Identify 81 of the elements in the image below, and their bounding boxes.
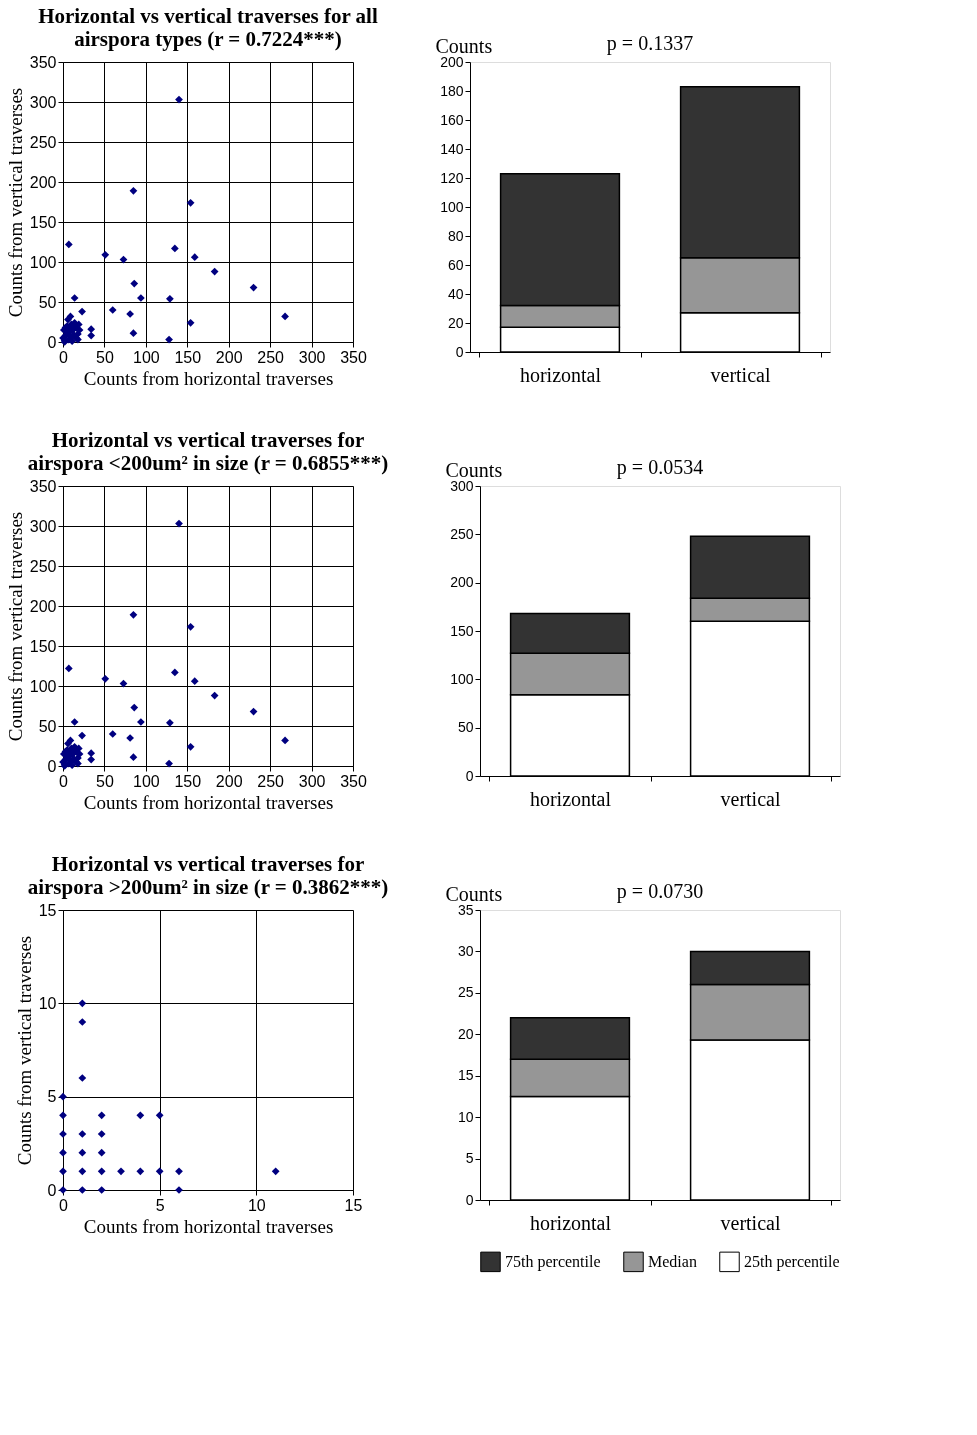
x-tick-label: vertical: [710, 363, 771, 386]
y-tick-label: 250: [29, 133, 57, 151]
y-axis-title: Counts from vertical traverses: [4, 511, 26, 742]
x-tick-label: 200: [215, 348, 243, 366]
y-tick-label: 15: [457, 1067, 474, 1084]
x-tick-label: 200: [215, 772, 243, 790]
y-tick-label: 120: [440, 169, 464, 186]
x-tick-label: 250: [257, 772, 285, 790]
y-tick-label: 160: [440, 111, 464, 128]
y-tick-label: 350: [29, 53, 57, 71]
legend-label: 25th percentile: [744, 1252, 840, 1271]
x-tick-label: 0: [59, 772, 69, 790]
y-tick-label: 180: [440, 82, 464, 99]
x-tick-label: horizontal: [519, 363, 602, 386]
y-tick-label: 0: [47, 333, 57, 351]
y-tick-label: 40: [447, 285, 464, 302]
x-tick-label: 150: [174, 348, 202, 366]
y-tick-label: 50: [38, 717, 57, 735]
y-tick-label: 100: [450, 670, 474, 687]
y-tick-label: 60: [447, 256, 464, 273]
x-axis-title: Counts from horizontal traverses: [83, 791, 334, 813]
y-tick-label: 350: [29, 477, 57, 495]
y-tick-label: 0: [47, 757, 57, 775]
y-tick-label: 200: [29, 597, 57, 615]
y-tick-label: 0: [47, 1181, 57, 1199]
y-tick-label: 100: [29, 677, 57, 695]
x-tick-label: 350: [340, 772, 367, 790]
y-tick-label: 10: [457, 1108, 474, 1125]
x-tick-label: 300: [298, 772, 326, 790]
x-tick-label: horizontal: [529, 1211, 612, 1234]
x-tick-label: 5: [155, 1196, 165, 1214]
x-tick-label: 50: [96, 348, 114, 366]
y-tick-label: 15: [38, 901, 57, 919]
y-tick-label: 140: [440, 140, 464, 157]
y-axis-title: Counts from vertical traverses: [4, 87, 26, 318]
x-tick-label: 350: [340, 348, 367, 366]
chart-title: Horizontal vs vertical traverses for airspora >200um² in size (r = 0.3862***): [27, 852, 389, 899]
y-tick-label: 300: [29, 93, 57, 111]
y-tick-label: 5: [465, 1150, 474, 1167]
x-tick-label: vertical: [720, 1211, 781, 1234]
x-tick-label: 0: [59, 348, 69, 366]
y-tick-label: 20: [447, 314, 464, 331]
legend-label: 75th percentile: [505, 1252, 601, 1271]
y-tick-label: 10: [38, 994, 57, 1012]
y-tick-label: 250: [29, 557, 57, 575]
y-tick-label: 100: [440, 198, 464, 215]
chart-title: Horizontal vs vertical traverses for airspora <200um² in size (r = 0.6855***): [27, 428, 389, 475]
y-tick-label: 150: [29, 213, 57, 231]
y-tick-label: 20: [457, 1025, 474, 1042]
x-tick-label: 250: [257, 348, 285, 366]
y-tick-label: 50: [38, 293, 57, 311]
y-tick-label: 80: [447, 227, 464, 244]
y-tick-label: 150: [29, 637, 57, 655]
x-tick-label: 50: [96, 772, 114, 790]
legend-label: Median: [648, 1252, 697, 1270]
y-tick-label: 200: [450, 574, 474, 591]
x-axis-title: Counts from horizontal traverses: [83, 1215, 334, 1237]
x-tick-label: 0: [59, 1196, 69, 1214]
text: p = 0.0534: [616, 456, 704, 479]
text: p = 0.0730: [616, 880, 704, 903]
y-tick-label: 150: [450, 622, 474, 639]
x-tick-label: 100: [133, 772, 160, 790]
y-tick-label: 25: [457, 984, 474, 1001]
x-tick-label: 150: [174, 772, 202, 790]
y-tick-label: 30: [457, 942, 474, 959]
y-tick-label: 250: [450, 525, 474, 542]
text: p = 0.1337: [606, 32, 694, 55]
x-tick-label: 300: [298, 348, 326, 366]
y-tick-label: 300: [29, 517, 57, 535]
y-tick-label: 100: [29, 253, 57, 271]
x-tick-label: 15: [344, 1196, 363, 1214]
x-axis-title: Counts from horizontal traverses: [83, 367, 334, 389]
x-tick-label: 100: [133, 348, 160, 366]
y-tick-label: 200: [29, 173, 57, 191]
chart-title: Horizontal vs vertical traverses for all airspora types (r = 0.7224***): [38, 4, 378, 51]
y-axis-title: Counts from vertical traverses: [13, 935, 35, 1166]
x-tick-label: 10: [247, 1196, 266, 1214]
x-tick-label: vertical: [720, 787, 781, 810]
x-tick-label: horizontal: [529, 787, 612, 810]
y-tick-label: 5: [47, 1088, 57, 1106]
y-tick-label: 50: [457, 719, 474, 736]
